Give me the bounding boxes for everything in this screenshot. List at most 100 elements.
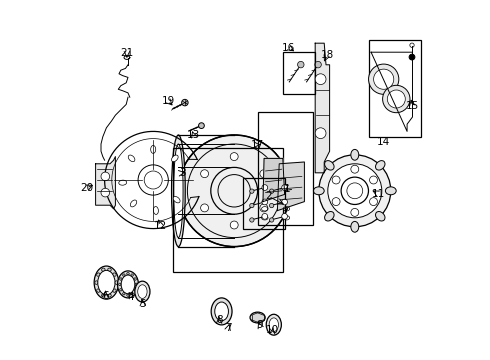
Text: 13: 13 <box>187 130 200 140</box>
Text: 1: 1 <box>284 184 291 194</box>
Text: 12: 12 <box>154 221 167 231</box>
Ellipse shape <box>115 281 118 284</box>
Ellipse shape <box>174 144 183 238</box>
Circle shape <box>383 85 410 113</box>
Bar <box>243 178 285 229</box>
Circle shape <box>178 135 290 247</box>
Ellipse shape <box>108 268 111 271</box>
Ellipse shape <box>173 197 180 203</box>
Ellipse shape <box>134 289 136 291</box>
Ellipse shape <box>351 149 359 160</box>
Circle shape <box>230 153 238 161</box>
Circle shape <box>341 177 368 204</box>
Ellipse shape <box>131 293 133 295</box>
Circle shape <box>200 170 209 178</box>
Text: 4: 4 <box>128 292 135 302</box>
Circle shape <box>368 64 399 94</box>
Ellipse shape <box>314 187 324 195</box>
Circle shape <box>270 189 274 193</box>
Circle shape <box>250 218 254 222</box>
Circle shape <box>262 213 268 219</box>
Ellipse shape <box>97 273 100 276</box>
Circle shape <box>230 221 238 229</box>
Circle shape <box>319 155 391 227</box>
Ellipse shape <box>172 155 178 162</box>
Circle shape <box>282 185 288 190</box>
Ellipse shape <box>130 200 137 207</box>
Text: 8: 8 <box>216 315 222 325</box>
Text: 5: 5 <box>140 299 146 309</box>
Circle shape <box>297 61 304 68</box>
Text: 21: 21 <box>121 48 134 58</box>
Ellipse shape <box>269 318 278 332</box>
Ellipse shape <box>97 289 100 292</box>
Ellipse shape <box>135 281 150 302</box>
Circle shape <box>270 218 274 222</box>
Bar <box>369 40 421 137</box>
Text: 19: 19 <box>161 96 174 106</box>
Circle shape <box>373 69 394 89</box>
Ellipse shape <box>122 274 125 276</box>
Ellipse shape <box>131 274 133 276</box>
Ellipse shape <box>120 289 122 291</box>
Circle shape <box>351 165 359 173</box>
Ellipse shape <box>172 135 185 247</box>
Ellipse shape <box>151 145 156 153</box>
Ellipse shape <box>113 273 116 276</box>
Ellipse shape <box>94 266 119 299</box>
Ellipse shape <box>127 294 129 296</box>
Bar <box>258 112 314 225</box>
Polygon shape <box>96 157 116 209</box>
Circle shape <box>369 176 377 184</box>
Text: 20: 20 <box>80 183 93 193</box>
Ellipse shape <box>135 283 137 286</box>
Ellipse shape <box>266 314 281 335</box>
Text: 17: 17 <box>250 140 264 150</box>
Ellipse shape <box>108 294 111 297</box>
Ellipse shape <box>118 271 139 298</box>
Text: 2: 2 <box>265 191 272 201</box>
Circle shape <box>282 199 288 205</box>
Circle shape <box>315 128 326 139</box>
Circle shape <box>332 198 340 206</box>
Ellipse shape <box>375 161 385 170</box>
Circle shape <box>369 198 377 206</box>
Ellipse shape <box>386 187 396 195</box>
Ellipse shape <box>121 275 135 294</box>
Text: 10: 10 <box>266 325 279 336</box>
Circle shape <box>262 199 268 205</box>
Circle shape <box>250 203 254 208</box>
Circle shape <box>260 204 268 212</box>
Text: 18: 18 <box>320 50 334 60</box>
Ellipse shape <box>324 212 334 221</box>
Ellipse shape <box>98 270 115 295</box>
Ellipse shape <box>127 273 129 275</box>
Ellipse shape <box>119 283 121 286</box>
Polygon shape <box>263 158 285 202</box>
Ellipse shape <box>134 278 136 280</box>
Ellipse shape <box>351 221 359 232</box>
Circle shape <box>409 54 415 60</box>
Ellipse shape <box>375 212 385 221</box>
Text: 16: 16 <box>282 42 295 53</box>
Ellipse shape <box>153 207 158 215</box>
Circle shape <box>250 189 254 193</box>
Ellipse shape <box>138 285 147 298</box>
Circle shape <box>351 208 359 216</box>
Ellipse shape <box>113 289 116 292</box>
Ellipse shape <box>128 155 135 162</box>
Circle shape <box>332 176 340 184</box>
Ellipse shape <box>101 294 105 297</box>
Text: 7: 7 <box>225 323 231 333</box>
Polygon shape <box>277 162 304 211</box>
Ellipse shape <box>120 278 122 280</box>
Ellipse shape <box>250 312 265 323</box>
Polygon shape <box>315 43 330 173</box>
Ellipse shape <box>324 161 334 170</box>
Circle shape <box>270 203 274 208</box>
Bar <box>283 52 315 94</box>
Text: 15: 15 <box>406 101 419 111</box>
Circle shape <box>262 185 268 190</box>
Ellipse shape <box>215 302 228 321</box>
Circle shape <box>101 188 110 197</box>
